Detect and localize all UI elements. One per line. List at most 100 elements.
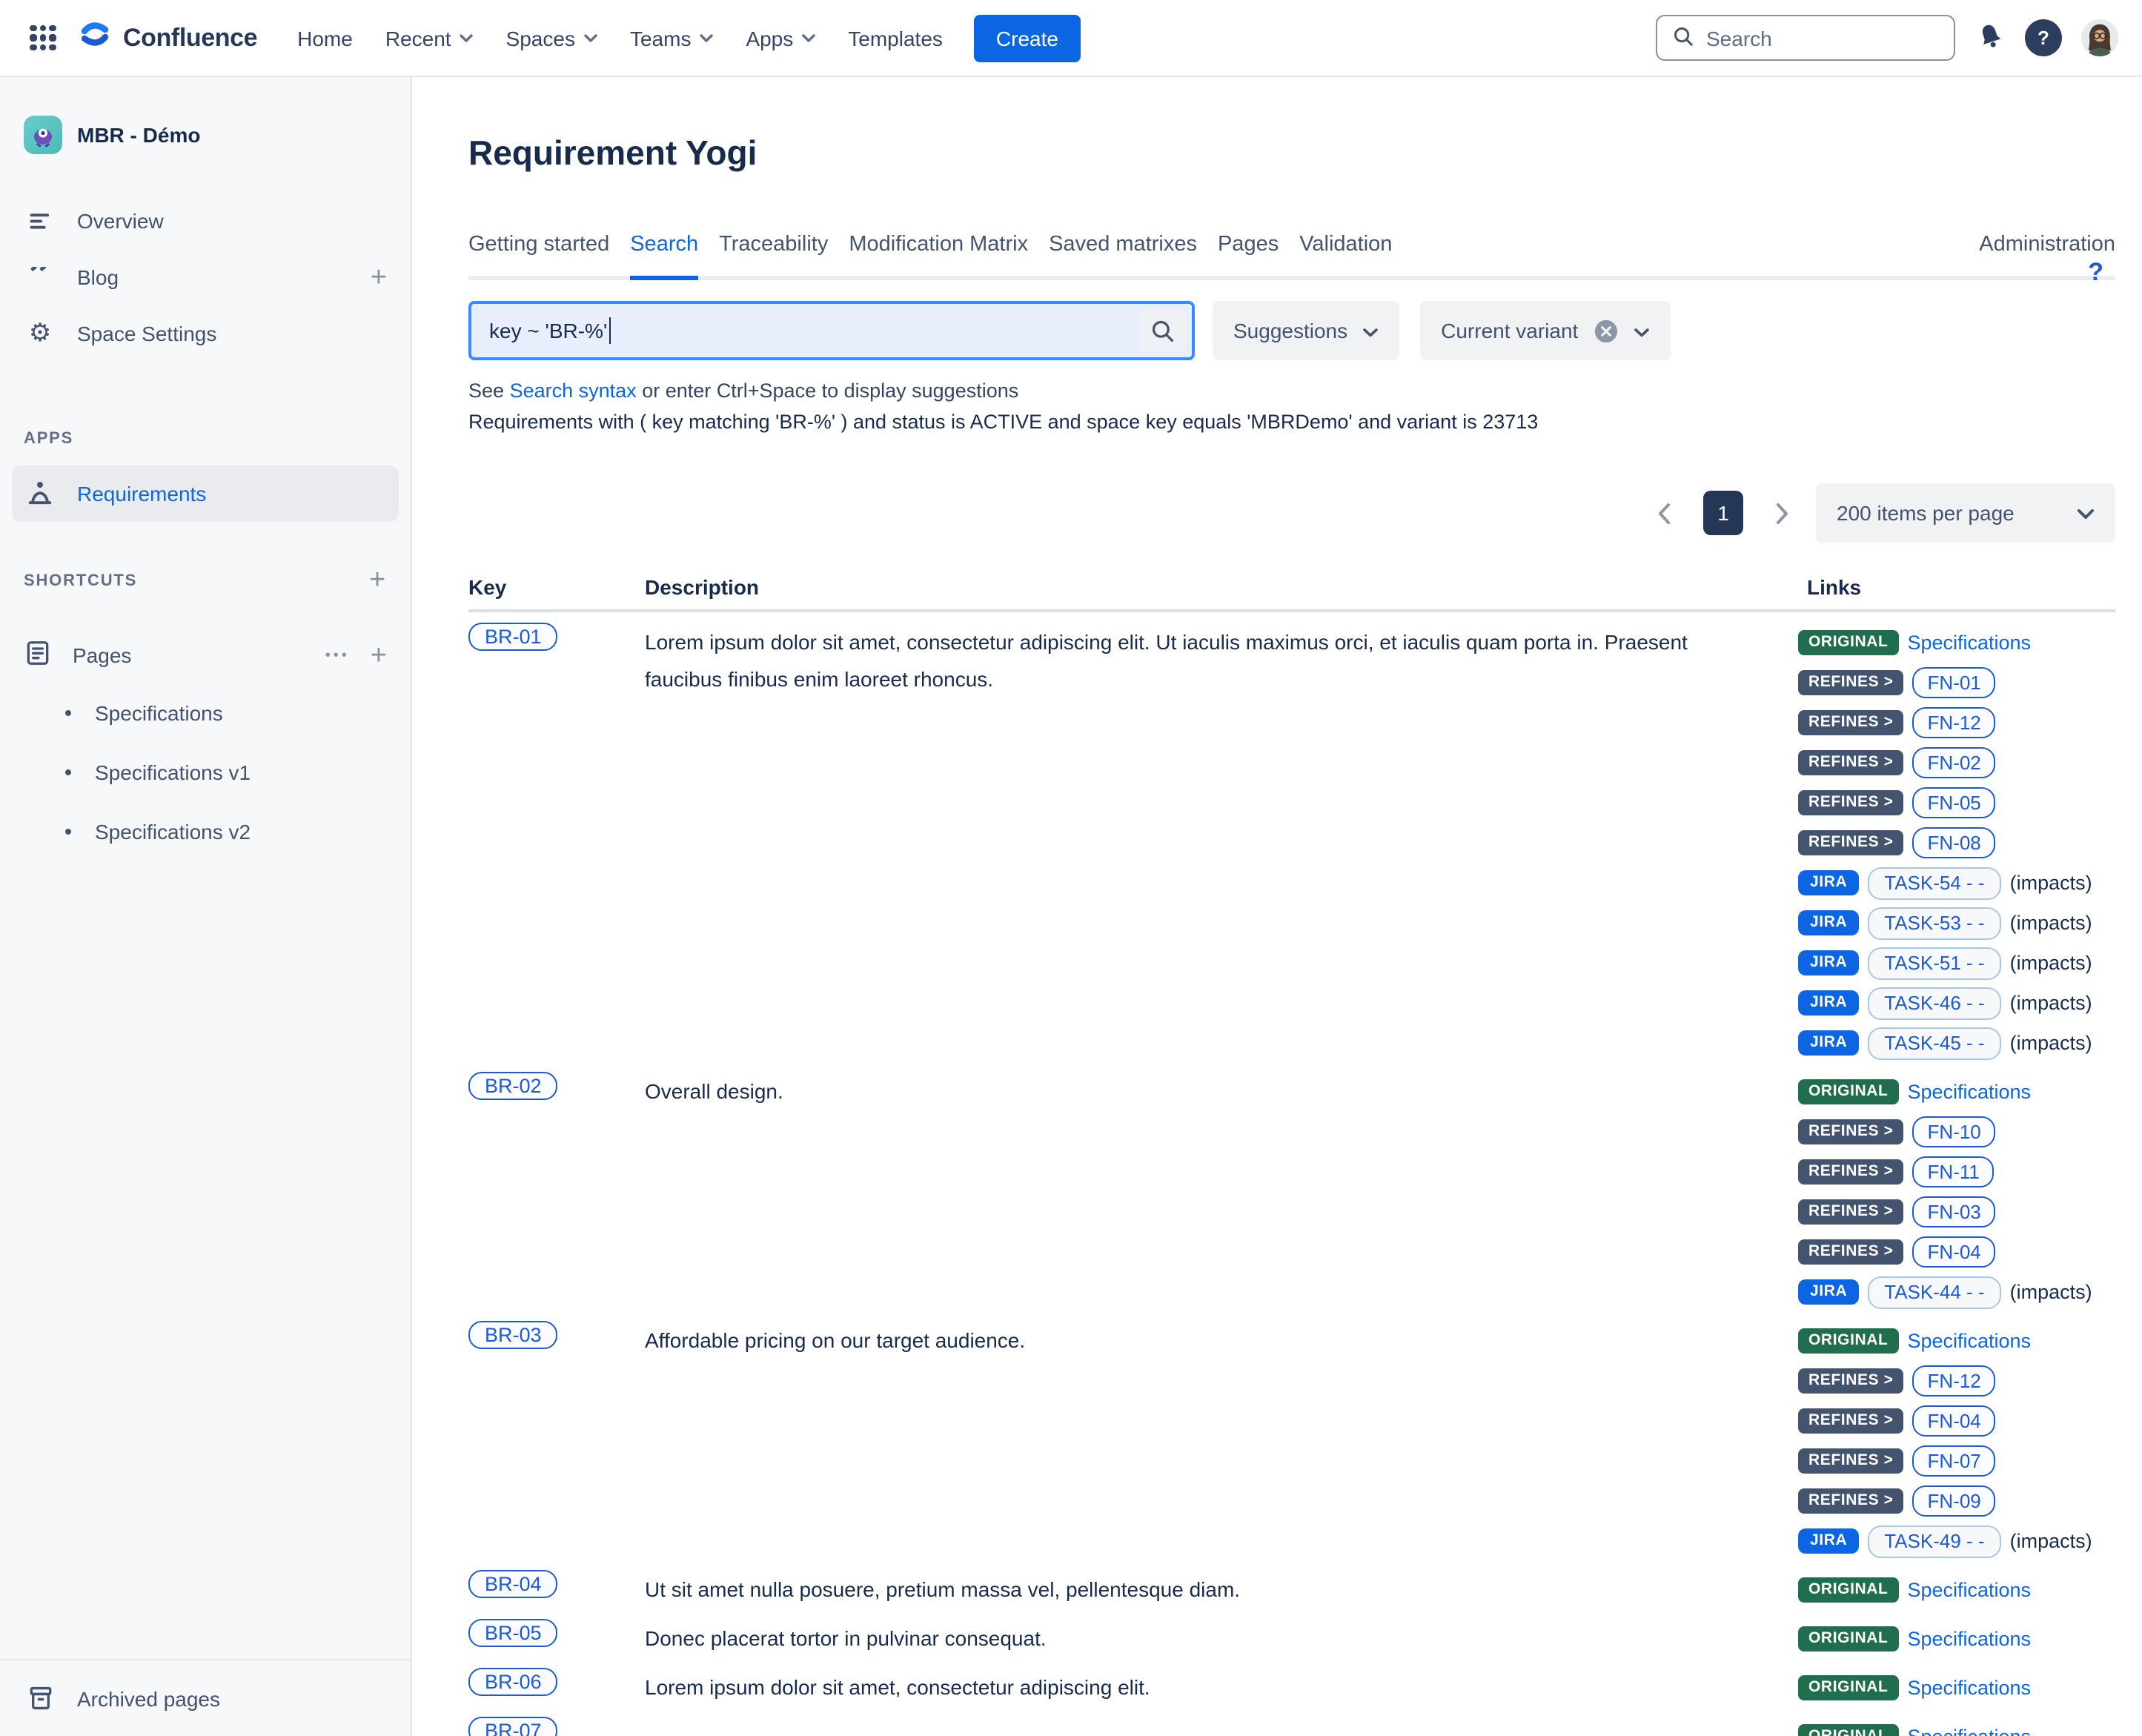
link-entry: REFINES > FN-04 xyxy=(1798,1401,2115,1441)
requirement-links: ORIGINAL Specifications REFINES > FN-10 … xyxy=(1798,1072,2115,1312)
pages-doc-icon xyxy=(24,639,52,672)
specifications-link[interactable]: Specifications xyxy=(1907,1677,2032,1699)
specifications-link[interactable]: Specifications xyxy=(1907,1579,2032,1601)
refines-badge: REFINES > xyxy=(1798,669,1904,696)
tab-getting-started[interactable]: Getting started xyxy=(468,233,610,256)
tab-pages[interactable]: Pages xyxy=(1217,233,1279,256)
tab-validation[interactable]: Validation xyxy=(1299,233,1393,256)
create-button[interactable]: Create xyxy=(973,14,1081,62)
sidebar-item-requirements[interactable]: Requirements xyxy=(12,466,399,522)
tab-administration[interactable]: Administration xyxy=(1979,233,2115,256)
refined-requirement-pill[interactable]: FN-11 xyxy=(1912,1156,1995,1187)
requirement-key-pill[interactable]: BR-01 xyxy=(468,623,558,651)
tab-saved-matrixes[interactable]: Saved matrixes xyxy=(1049,233,1197,256)
items-per-page-dropdown[interactable]: 200 items per page xyxy=(1816,483,2115,543)
suggestions-dropdown[interactable]: Suggestions xyxy=(1213,301,1400,360)
space-header[interactable]: MBR - Démo xyxy=(24,116,387,154)
archive-box-icon xyxy=(24,1684,56,1712)
tab-traceability[interactable]: Traceability xyxy=(719,233,829,256)
notifications-bell-icon[interactable] xyxy=(1974,22,2006,53)
requirements-yoga-icon xyxy=(24,479,56,508)
app-switcher-icon[interactable] xyxy=(24,19,62,57)
requirement-key-pill[interactable]: BR-03 xyxy=(468,1321,558,1349)
tab-search[interactable]: Search xyxy=(630,233,699,280)
page-item-specifications[interactable]: Specifications xyxy=(0,683,411,743)
requirement-yogi-content: Requirement Yogi ? Getting started Searc… xyxy=(412,77,2142,1736)
search-syntax-link[interactable]: Search syntax xyxy=(509,380,637,402)
chevron-down-icon xyxy=(1362,319,1379,342)
requirement-key-pill[interactable]: BR-02 xyxy=(468,1072,558,1100)
refined-requirement-pill[interactable]: FN-03 xyxy=(1912,1196,1996,1228)
nav-item-templates[interactable]: Templates xyxy=(848,26,943,50)
refined-requirement-pill[interactable]: FN-08 xyxy=(1912,827,1996,858)
link-entry: JIRA TASK-51 - - (impacts) xyxy=(1798,943,2115,983)
specifications-link[interactable]: Specifications xyxy=(1907,1081,2032,1103)
requirement-key-pill[interactable]: BR-07 xyxy=(468,1717,558,1736)
run-search-button[interactable] xyxy=(1140,310,1186,351)
jira-issue-pill[interactable]: TASK-51 - - xyxy=(1868,947,2001,979)
nav-item-spaces[interactable]: Spaces xyxy=(490,14,614,62)
requirement-key-pill[interactable]: BR-05 xyxy=(468,1619,558,1647)
sidebar-item-overview[interactable]: Overview xyxy=(0,193,411,249)
refined-requirement-pill[interactable]: FN-04 xyxy=(1912,1405,1996,1437)
specifications-link[interactable]: Specifications xyxy=(1907,632,2032,654)
refined-requirement-pill[interactable]: FN-10 xyxy=(1912,1116,1996,1147)
link-entry: REFINES > FN-09 xyxy=(1798,1481,2115,1521)
archived-pages-item[interactable]: Archived pages xyxy=(0,1659,411,1736)
refined-requirement-pill[interactable]: FN-12 xyxy=(1912,1365,1996,1397)
original-badge: ORIGINAL xyxy=(1798,1723,1899,1736)
nav-item-apps[interactable]: Apps xyxy=(729,14,832,62)
refined-requirement-pill[interactable]: FN-01 xyxy=(1912,667,1996,698)
page-item-specifications-v1[interactable]: Specifications v1 xyxy=(0,743,411,802)
refined-requirement-pill[interactable]: FN-09 xyxy=(1912,1485,1996,1517)
refined-requirement-pill[interactable]: FN-04 xyxy=(1912,1236,1996,1268)
current-page-button[interactable]: 1 xyxy=(1703,491,1743,535)
clear-variant-icon[interactable] xyxy=(1593,318,1618,343)
variant-dropdown[interactable]: Current variant xyxy=(1420,301,1671,360)
previous-page-icon[interactable] xyxy=(1651,496,1677,530)
requirement-description: Lorem ipsum dolor sit amet, consectetur … xyxy=(645,1675,1150,1699)
sidebar-item-blog[interactable]: ” Blog + xyxy=(0,249,411,305)
nav-item-teams[interactable]: Teams xyxy=(614,14,729,62)
macro-help-icon[interactable]: ? xyxy=(2088,258,2103,286)
impacts-label: (impacts) xyxy=(2009,912,2092,934)
jira-issue-pill[interactable]: TASK-53 - - xyxy=(1868,907,2001,939)
specifications-link[interactable]: Specifications xyxy=(1907,1330,2032,1352)
nav-item-home[interactable]: Home xyxy=(297,26,353,50)
sidebar-item-pages[interactable]: Pages ••• + xyxy=(0,627,411,683)
add-page-icon[interactable]: + xyxy=(370,640,387,671)
tab-modification-matrix[interactable]: Modification Matrix xyxy=(849,233,1029,256)
jira-issue-pill[interactable]: TASK-54 - - xyxy=(1868,867,2001,899)
requirements-search-input[interactable]: key ~ 'BR-%' xyxy=(468,301,1195,360)
refined-requirement-pill[interactable]: FN-02 xyxy=(1912,747,1996,778)
jira-issue-pill[interactable]: TASK-45 - - xyxy=(1868,1027,2001,1059)
refines-badge: REFINES > xyxy=(1798,709,1904,736)
refined-requirement-pill[interactable]: FN-05 xyxy=(1912,787,1996,818)
requirement-key-pill[interactable]: BR-06 xyxy=(468,1668,558,1696)
page-title: Requirement Yogi xyxy=(468,133,757,172)
impacts-label: (impacts) xyxy=(2009,1032,2092,1054)
help-icon[interactable]: ? xyxy=(2025,19,2062,56)
sidebar-item-space-settings[interactable]: ⚙ Space Settings xyxy=(0,305,411,362)
specifications-link[interactable]: Specifications xyxy=(1907,1628,2032,1650)
add-shortcut-icon[interactable]: + xyxy=(369,565,387,596)
global-search-placeholder: Search xyxy=(1706,26,1772,50)
confluence-logo[interactable]: Confluence xyxy=(77,16,258,59)
product-name: Confluence xyxy=(123,23,258,51)
requirement-key-pill[interactable]: BR-04 xyxy=(468,1570,558,1598)
refined-requirement-pill[interactable]: FN-12 xyxy=(1912,707,1996,738)
requirement-description: Donec placerat tortor in pulvinar conseq… xyxy=(645,1626,1047,1650)
nav-item-recent[interactable]: Recent xyxy=(369,14,490,62)
add-blog-post-icon[interactable]: + xyxy=(370,262,387,293)
pages-more-icon[interactable]: ••• xyxy=(325,647,350,663)
jira-issue-pill[interactable]: TASK-46 - - xyxy=(1868,987,2001,1019)
user-avatar[interactable] xyxy=(2081,19,2118,56)
jira-issue-pill[interactable]: TASK-49 - - xyxy=(1868,1525,2001,1557)
jira-issue-pill[interactable]: TASK-44 - - xyxy=(1868,1276,2001,1308)
global-search-input[interactable]: Search xyxy=(1656,15,1955,61)
next-page-icon[interactable] xyxy=(1770,496,1795,530)
specifications-link[interactable]: Specifications xyxy=(1907,1726,2031,1736)
page-item-specifications-v2[interactable]: Specifications v2 xyxy=(0,802,411,861)
refined-requirement-pill[interactable]: FN-07 xyxy=(1912,1445,1996,1477)
